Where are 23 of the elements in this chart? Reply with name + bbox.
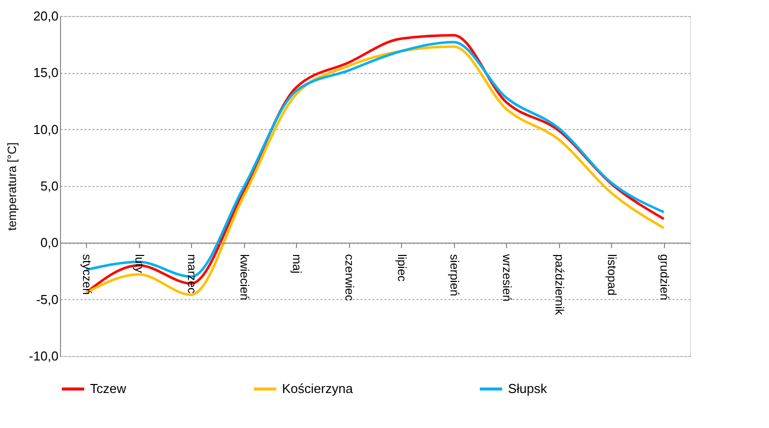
legend-label: Kościerzyna	[282, 381, 354, 396]
y-axis-title: temperatura [°C]	[4, 142, 19, 231]
x-tick-label: listopad	[604, 254, 619, 296]
x-tick-label: maj	[290, 254, 304, 274]
y-tick-label: 20,0	[33, 8, 58, 24]
x-tick-label: czerwiec	[342, 254, 356, 301]
x-tick-label: kwiecień	[237, 254, 252, 300]
x-tick-label: grudzień	[657, 254, 672, 300]
x-tick-label: marzec	[184, 254, 199, 294]
legend-label: Słupsk	[508, 381, 548, 396]
y-tick-label: 10,0	[33, 122, 58, 137]
y-tick-label: 5,0	[40, 178, 58, 194]
x-tick-label: luty	[132, 254, 146, 273]
y-tick-label: 0,0	[40, 235, 58, 250]
y-tick-label: -10,0	[28, 348, 58, 364]
x-tick-label: październik	[552, 254, 566, 316]
x-tick-label: lipiec	[394, 254, 409, 282]
y-tick-label: -5,0	[36, 292, 58, 307]
x-tick-label: styczeń	[80, 254, 94, 295]
y-tick-label: 15,0	[33, 65, 58, 80]
x-tick-label: wrzesień	[500, 253, 514, 302]
legend-label: Tczew	[90, 381, 127, 396]
x-tick-label: sierpień	[447, 254, 462, 296]
